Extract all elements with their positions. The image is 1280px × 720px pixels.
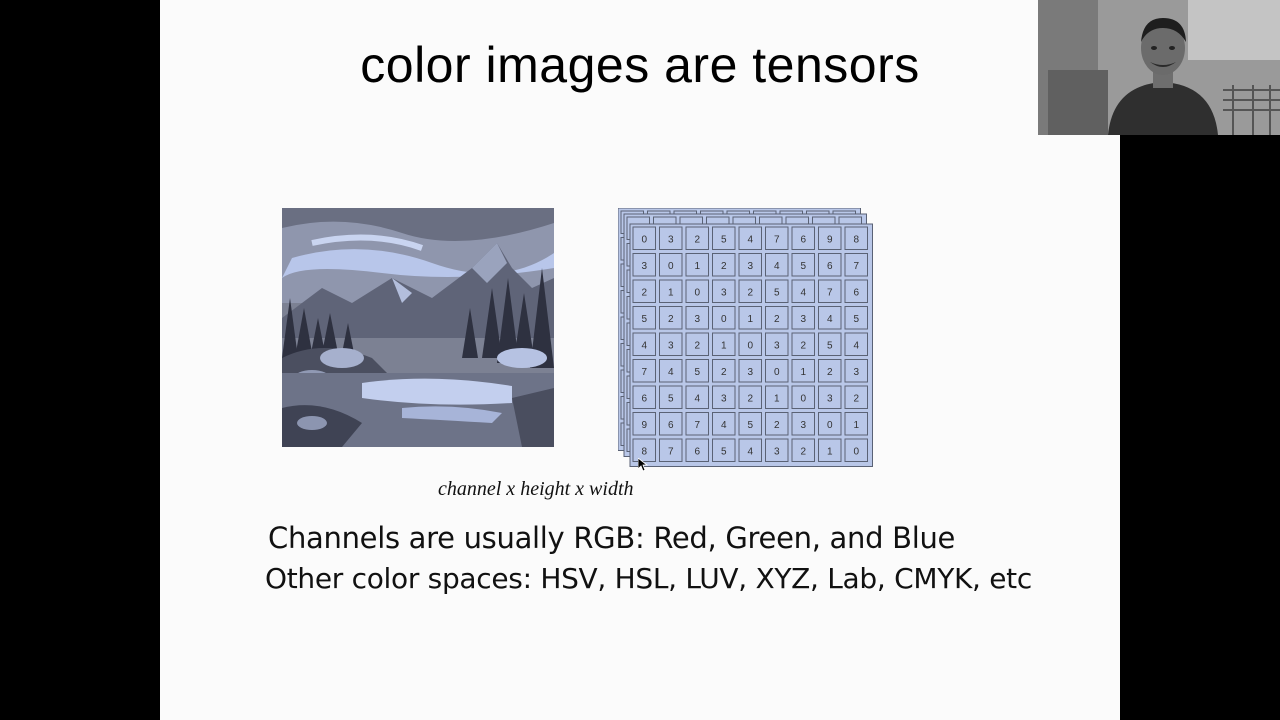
tensor-cell: 9 bbox=[827, 234, 833, 245]
slide-title: color images are tensors bbox=[360, 37, 920, 93]
tensor-cell: 3 bbox=[853, 367, 859, 378]
tensor-cell: 7 bbox=[774, 234, 780, 245]
tensor-cell: 7 bbox=[641, 367, 647, 378]
tensor-cell: 3 bbox=[774, 340, 780, 351]
tensor-cell: 4 bbox=[800, 287, 806, 298]
tensor-cell: 4 bbox=[747, 234, 753, 245]
tensor-cell: 2 bbox=[774, 420, 780, 431]
tensor-cell: 6 bbox=[800, 234, 806, 245]
tensor-cell: 2 bbox=[800, 340, 806, 351]
tensor-cell: 1 bbox=[853, 420, 859, 431]
tensor-cell: 8 bbox=[641, 446, 647, 457]
tensor-cell: 3 bbox=[747, 261, 753, 272]
tensor-layer-2: 0 3 2 5 4 7 6 9 8 3 0 1 2 3 4 5 6 7 2 1 0 3 2 5 4 7 6 5 2 3 0 1 2 3 4 5 4 3 2 1… bbox=[629, 223, 873, 467]
tensor-cell: 5 bbox=[721, 446, 727, 457]
tensor-cell: 5 bbox=[747, 420, 753, 431]
tensor-cell: 5 bbox=[721, 234, 727, 245]
tensor-grid-stack: 0 3 2 5 4 7 6 9 8 3 0 1 2 3 4 5 6 7 2 1 0 3 2 5 4 7 6 5 2 3 0 1 2 3 4 5 4 3 2 1… bbox=[617, 207, 878, 470]
tensor-cell: 0 bbox=[800, 393, 806, 404]
bullet-color-spaces: Other color spaces: HSV, HSL, LUV, XYZ, … bbox=[265, 562, 1032, 595]
tensor-cell: 0 bbox=[747, 340, 753, 351]
tensor-cell: 6 bbox=[827, 261, 833, 272]
tensor-cell: 6 bbox=[668, 420, 674, 431]
tensor-cell: 3 bbox=[747, 367, 753, 378]
tensor-cell: 7 bbox=[827, 287, 833, 298]
tensor-cell: 0 bbox=[641, 234, 647, 245]
tensor-cell: 5 bbox=[827, 340, 833, 351]
tensor-cell: 4 bbox=[853, 340, 859, 351]
tensor-cell: 4 bbox=[668, 367, 674, 378]
tensor-cell: 1 bbox=[774, 393, 780, 404]
tensor-cell: 4 bbox=[641, 340, 647, 351]
tensor-cell: 2 bbox=[694, 234, 700, 245]
tensor-cell: 7 bbox=[694, 420, 700, 431]
tensor-cell: 1 bbox=[694, 261, 700, 272]
tensor-cell: 4 bbox=[774, 261, 780, 272]
tensor-cell: 4 bbox=[747, 446, 753, 457]
tensor-cell: 2 bbox=[641, 287, 647, 298]
tensor-cell: 6 bbox=[853, 287, 859, 298]
tensor-cell: 0 bbox=[694, 287, 700, 298]
tensor-cell: 5 bbox=[800, 261, 806, 272]
slide: color images are tensors bbox=[160, 0, 1120, 720]
mountain-lake-photo bbox=[282, 208, 554, 447]
tensor-cell: 3 bbox=[721, 393, 727, 404]
tensor-cell: 2 bbox=[853, 393, 859, 404]
tensor-cell: 0 bbox=[853, 446, 859, 457]
tensor-cell: 5 bbox=[641, 314, 647, 325]
tensor-cell: 7 bbox=[668, 446, 674, 457]
tensor-cell: 3 bbox=[668, 340, 674, 351]
tensor-cell: 2 bbox=[721, 367, 727, 378]
tensor-cell: 4 bbox=[827, 314, 833, 325]
tensor-cell: 4 bbox=[721, 420, 727, 431]
tensor-cell: 3 bbox=[694, 314, 700, 325]
tensor-cell: 1 bbox=[721, 340, 727, 351]
tensor-cell: 1 bbox=[668, 287, 674, 298]
tensor-cell: 6 bbox=[694, 446, 700, 457]
tensor-cell: 8 bbox=[853, 234, 859, 245]
tensor-cell: 3 bbox=[827, 393, 833, 404]
tensor-cell: 2 bbox=[827, 367, 833, 378]
tensor-cell: 2 bbox=[721, 261, 727, 272]
tensor-cell: 5 bbox=[694, 367, 700, 378]
tensor-cell: 0 bbox=[774, 367, 780, 378]
tensor-cell: 2 bbox=[694, 340, 700, 351]
tensor-cell: 7 bbox=[853, 261, 859, 272]
tensor-cell: 6 bbox=[641, 393, 647, 404]
tensor-cell: 0 bbox=[668, 261, 674, 272]
tensor-cell: 5 bbox=[774, 287, 780, 298]
tensor-cell: 3 bbox=[800, 314, 806, 325]
tensor-cell: 0 bbox=[827, 420, 833, 431]
tensor-cell: 5 bbox=[668, 393, 674, 404]
tensor-caption: channel x height x width bbox=[438, 478, 634, 500]
tensor-cell: 2 bbox=[800, 446, 806, 457]
tensor-cell: 2 bbox=[747, 393, 753, 404]
tensor-cell: 2 bbox=[747, 287, 753, 298]
tensor-cell: 4 bbox=[694, 393, 700, 404]
tensor-cell: 0 bbox=[721, 314, 727, 325]
tensor-cell: 1 bbox=[827, 446, 833, 457]
tensor-cell: 3 bbox=[721, 287, 727, 298]
tensor-cell: 3 bbox=[641, 261, 647, 272]
tensor-cell: 3 bbox=[774, 446, 780, 457]
tensor-cell: 1 bbox=[747, 314, 753, 325]
tensor-cell: 2 bbox=[774, 314, 780, 325]
tensor-cell: 3 bbox=[800, 420, 806, 431]
bullet-channels: Channels are usually RGB: Red, Green, an… bbox=[268, 521, 956, 555]
tensor-cell: 5 bbox=[853, 314, 859, 325]
tensor-cell: 2 bbox=[668, 314, 674, 325]
tensor-cell: 1 bbox=[800, 367, 806, 378]
tensor-cell: 3 bbox=[668, 234, 674, 245]
webcam-feed bbox=[1038, 0, 1280, 135]
tensor-cell: 9 bbox=[641, 420, 647, 431]
mouse-cursor-icon bbox=[637, 457, 649, 477]
